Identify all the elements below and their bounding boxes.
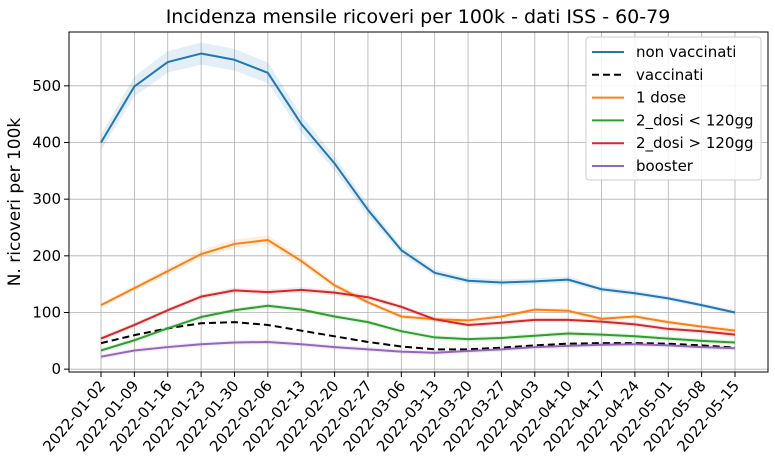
y-tick-label: 300	[32, 190, 61, 208]
plot-frame	[68, 31, 769, 373]
legend-label-1-dose: 1 dose	[636, 89, 686, 107]
legend-label-booster: booster	[636, 157, 694, 175]
series-line-2-dosi-120gg	[100, 304, 736, 352]
legend: non vaccinati vaccinati 1 dose 2_dosi < 120…	[585, 36, 762, 181]
legend-label-2-dosi-120gg: 2_dosi > 120gg	[636, 134, 754, 153]
series-line-booster	[100, 340, 736, 358]
y-tick-label: 0	[51, 360, 61, 378]
y-tick-label: 200	[32, 247, 61, 265]
legend-label-non-vaccinati: non vaccinati	[636, 43, 736, 61]
y-axis-label: N. ricoveri per 100k	[5, 118, 25, 287]
legend-label-vaccinati: vaccinati	[636, 66, 703, 84]
legend-frame	[585, 36, 762, 181]
y-tick-label: 100	[32, 304, 61, 322]
legend-label-2-dosi-120gg: 2_dosi < 120gg	[636, 111, 754, 130]
y-axis: 0 100 200 300 400 500	[32, 77, 69, 378]
series-lines	[100, 52, 736, 358]
y-tick-label: 500	[32, 77, 61, 95]
grid	[69, 32, 768, 372]
series-line-1-dose	[100, 238, 736, 332]
y-tick-label: 400	[32, 134, 61, 152]
series-line-non-vaccinati	[100, 52, 736, 314]
series-line-vaccinati	[100, 321, 736, 351]
chart-title: Incidenza mensile ricoveri per 100k - da…	[166, 6, 671, 28]
series-line-2-dosi-120gg	[100, 288, 736, 340]
